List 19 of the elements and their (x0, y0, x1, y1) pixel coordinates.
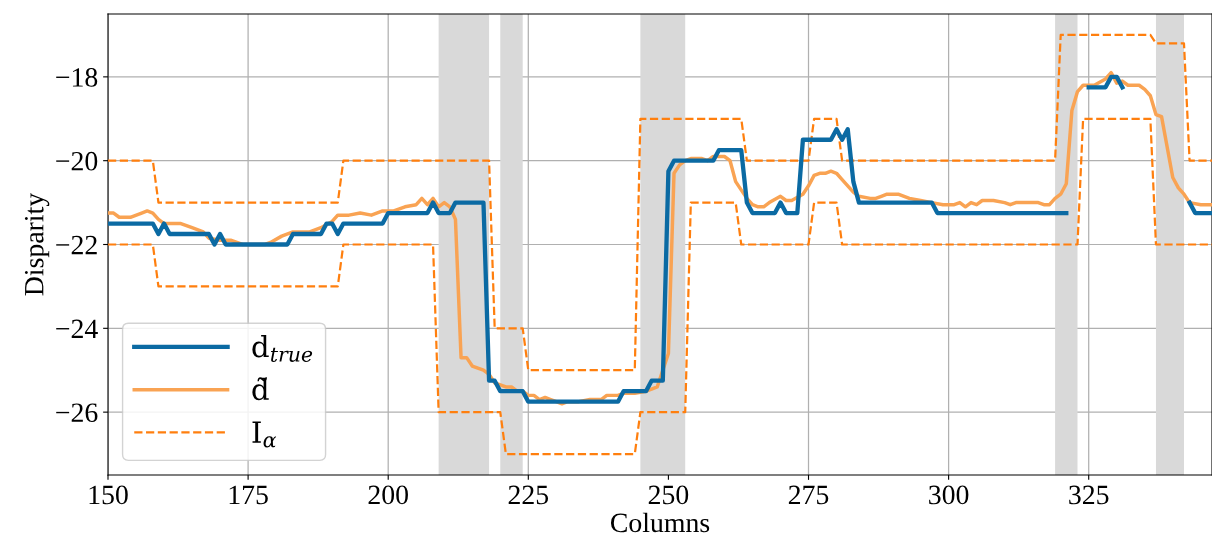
x-axis-title: Columns (610, 512, 710, 533)
x-tick-label: 325 (1069, 485, 1109, 505)
y-tick-label: −26 (56, 403, 98, 423)
legend-label: I$_{α}$ (252, 421, 277, 448)
y-axis-title: Disparity (24, 192, 50, 296)
x-tick-label: 200 (368, 485, 408, 505)
y-tick-label: −24 (56, 319, 98, 338)
legend-label: d$_{true}$ (252, 334, 313, 362)
y-tick-label: −18 (56, 68, 98, 87)
x-tick-label: 150 (89, 485, 128, 505)
x-tick-label: 300 (929, 485, 969, 505)
x-tick-label: 250 (648, 485, 689, 505)
line-series (108, 33, 1212, 372)
x-tick-label: 275 (788, 485, 829, 505)
y-tick-label: −22 (56, 235, 97, 255)
x-tick-label: 175 (229, 485, 268, 505)
y-tick-label: −20 (56, 151, 98, 171)
x-tick-label: 225 (508, 485, 549, 505)
legend-label: d̃ (252, 377, 269, 401)
